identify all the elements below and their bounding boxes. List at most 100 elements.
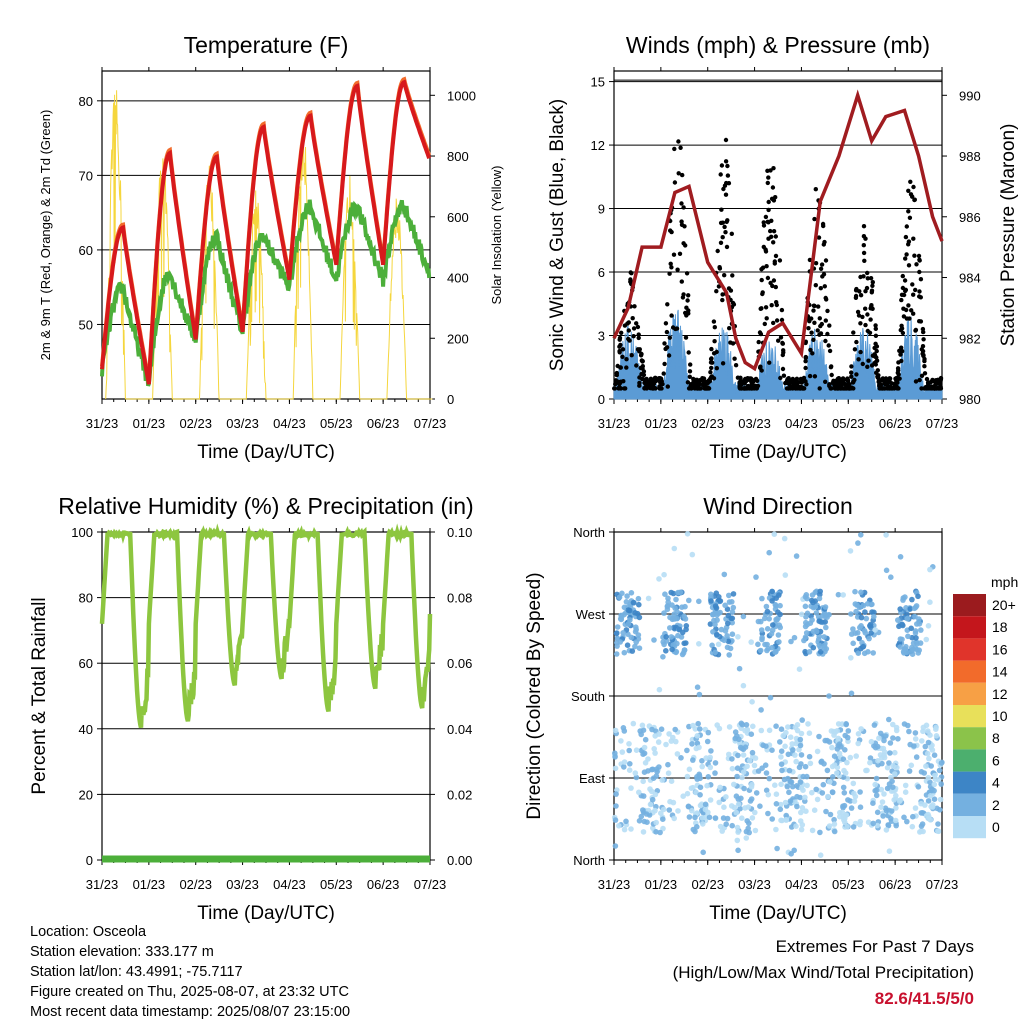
wind-direction-point (671, 616, 678, 622)
wind-direction-point (893, 727, 900, 734)
gust-point (641, 369, 647, 374)
wind-direction-point (660, 816, 666, 822)
humidity-y2tick-label: 0.06 (447, 656, 472, 671)
wind-direction-point (755, 641, 761, 648)
winds-y2tick-label: 980 (959, 392, 981, 407)
wind-direction-point (776, 592, 782, 598)
wind-direction-point (878, 786, 885, 793)
wind-direction-point (913, 639, 920, 645)
gust-point (660, 381, 665, 387)
wind-direction-point (783, 816, 789, 823)
gust-point (617, 344, 622, 349)
wind-direction-point (724, 633, 730, 639)
gust-point (703, 381, 708, 387)
gust-point (724, 219, 729, 224)
gust-point (742, 386, 747, 391)
gust-point (827, 348, 833, 354)
wind-direction-point (621, 759, 628, 765)
direction-xtick-label: 06/23 (879, 877, 912, 892)
direction-ytick-label: West (576, 607, 606, 622)
gust-point (634, 363, 639, 368)
wind-direction-point (794, 727, 801, 734)
gust-point (808, 347, 813, 353)
wind-direction-point (673, 648, 680, 655)
gust-point (922, 386, 927, 391)
gust-point (862, 258, 867, 263)
winds-title: Winds (mph) & Pressure (mb) (626, 32, 930, 58)
wind-direction-point (623, 599, 630, 605)
wind-direction-point (662, 591, 668, 597)
wind-direction-point (814, 796, 821, 803)
wind-direction-point (649, 726, 655, 733)
wind-direction-point (690, 826, 697, 833)
gust-point (671, 252, 677, 257)
wind-direction-point (618, 738, 624, 744)
wind-direction-point (672, 605, 678, 611)
wind-direction-point (623, 818, 629, 825)
wind-direction-point (726, 724, 733, 730)
gust-point (899, 358, 904, 364)
gust-point (762, 321, 767, 327)
wind-direction-point (788, 824, 795, 830)
wind-direction-point (731, 781, 737, 788)
gust-point (669, 313, 674, 318)
temperature-xtick-label: 07/23 (414, 416, 447, 431)
temperature-xtick-label: 04/23 (273, 416, 306, 431)
wind-direction-point (827, 811, 834, 818)
wind-direction-point (652, 791, 659, 798)
wind-direction-point (902, 782, 909, 789)
humidity-ytick-label: 60 (79, 656, 93, 671)
wind-direction-point (861, 628, 868, 634)
gust-point (795, 383, 801, 389)
wind-direction-point (632, 610, 638, 616)
gust-point (811, 303, 817, 308)
gust-point (933, 382, 938, 387)
wind-direction-point (817, 649, 824, 655)
wind-direction-point (927, 732, 933, 738)
wind-direction-point (703, 755, 709, 761)
wind-direction-point (678, 755, 684, 761)
gust-point (856, 357, 861, 362)
wind-direction-point (794, 803, 800, 810)
wind-direction-point (791, 634, 798, 641)
wind-direction-point (907, 606, 914, 612)
wind-direction-point (621, 604, 628, 611)
gust-point (733, 363, 739, 368)
gust-point (855, 309, 861, 315)
gust-point (860, 361, 865, 367)
gust-point (899, 292, 905, 297)
wind-direction-point (822, 619, 828, 625)
wind-direction-point (613, 630, 620, 637)
wind-direction-point (794, 722, 801, 728)
legend-swatch (953, 793, 986, 816)
gust-point (858, 321, 863, 326)
gust-point (789, 378, 795, 383)
wind-direction-point (758, 727, 765, 734)
gust-point (816, 235, 822, 240)
wind-direction-point (630, 720, 637, 727)
wind-direction-point (762, 641, 768, 648)
wind-direction-point (766, 727, 773, 734)
wind-direction-points (611, 531, 945, 858)
wind-direction-point (888, 574, 894, 580)
wind-direction-panel: Wind Direction 31/23 01/23 02/23 03/23 04/23 0… (524, 493, 958, 924)
gust-point (873, 323, 878, 328)
wind-direction-point (729, 619, 735, 626)
wind-direction-point (925, 623, 932, 629)
wind-direction-point (625, 607, 632, 613)
gust-point (815, 328, 820, 333)
wind-direction-point (727, 645, 734, 652)
legend-swatch (953, 749, 986, 772)
wind-direction-point (860, 643, 867, 650)
wind-direction-point (906, 768, 913, 774)
wind-direction-point (881, 737, 887, 744)
gust-point (709, 374, 715, 379)
wind-direction-point (749, 781, 755, 788)
wind-direction-point (915, 650, 922, 656)
temperature-xtick-label: 31/23 (86, 416, 119, 431)
wind-direction-point (798, 809, 804, 816)
wind-direction-point (656, 686, 663, 693)
gust-point (619, 330, 624, 335)
wind-direction-point (806, 753, 813, 760)
